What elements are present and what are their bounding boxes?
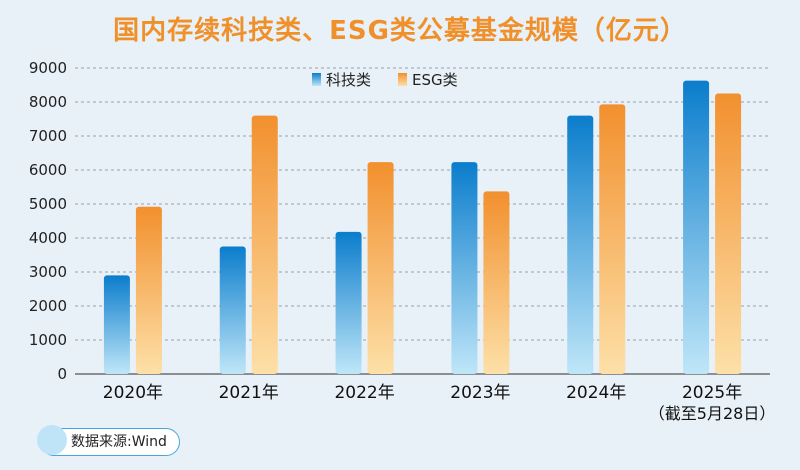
bar-tech — [451, 162, 478, 374]
legend: 科技类 ESG类 — [312, 71, 458, 89]
y-tick-label: 7000 — [29, 127, 67, 145]
x-axis-ticks: 2020年 2021年 2022年 2023年 2024年 2025年（截至5月28日） — [103, 383, 776, 423]
x-tick-label: 2020年 — [103, 383, 163, 403]
y-tick-label: 4000 — [29, 229, 67, 247]
x-tick-label: 2025年 — [682, 383, 742, 403]
bar-tech — [103, 275, 130, 374]
bar-esg — [135, 206, 162, 374]
chart-title: 国内存续科技类、ESG类公募基金规模（亿元） — [113, 16, 687, 46]
y-tick-label: 9000 — [29, 59, 67, 77]
bar-tech — [335, 231, 362, 374]
y-tick-label: 8000 — [29, 93, 67, 111]
bar-esg — [599, 104, 626, 374]
y-tick-label: 3000 — [29, 263, 67, 281]
y-tick-label: 6000 — [29, 161, 67, 179]
x-tick-note: （截至5月28日） — [649, 404, 776, 423]
source-dot-icon — [37, 425, 67, 455]
bar-esg — [483, 191, 510, 374]
bar-tech — [567, 115, 594, 374]
legend-label: ESG类 — [412, 71, 458, 89]
x-tick-label: 2023年 — [450, 383, 510, 403]
y-tick-label: 2000 — [29, 297, 67, 315]
legend-swatch — [312, 73, 321, 86]
bars — [103, 80, 742, 374]
x-tick-label: 2022年 — [334, 383, 394, 403]
source-text: 数据来源:Wind — [71, 434, 167, 450]
legend-label: 科技类 — [326, 71, 371, 89]
x-tick-label: 2021年 — [219, 383, 279, 403]
bar-tech — [219, 246, 246, 374]
y-tick-label: 5000 — [29, 195, 67, 213]
bar-tech — [683, 80, 710, 374]
y-tick-label: 0 — [57, 365, 67, 383]
y-axis-ticks: 0 1000 2000 3000 4000 5000 6000 7000 8000 9000 — [29, 59, 67, 383]
grid-lines — [75, 67, 770, 375]
x-tick-label: 2024年 — [566, 383, 626, 403]
bar-esg — [715, 93, 742, 374]
bar-esg — [367, 162, 394, 374]
bar-esg — [251, 115, 278, 374]
legend-swatch — [398, 73, 407, 86]
y-tick-label: 1000 — [29, 331, 67, 349]
source-note: 数据来源:Wind — [37, 425, 180, 456]
